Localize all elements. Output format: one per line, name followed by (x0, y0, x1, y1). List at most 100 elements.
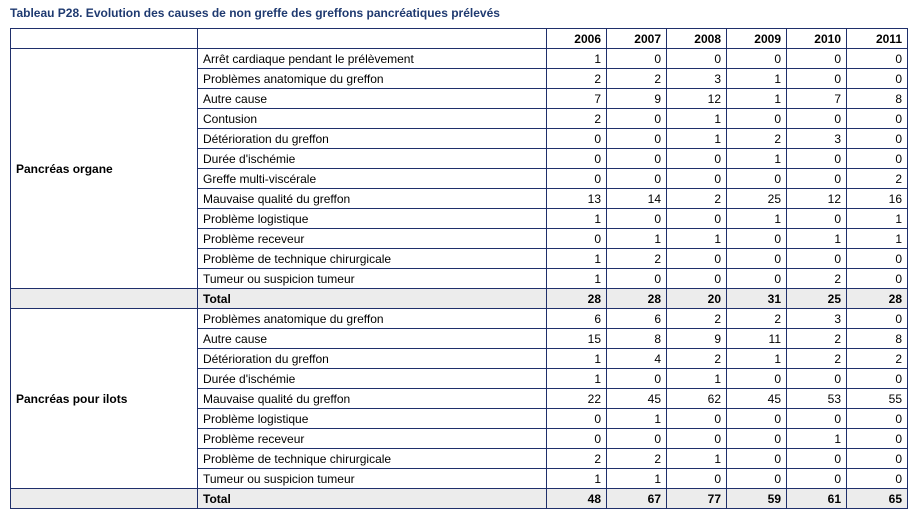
value-cell: 0 (606, 148, 667, 169)
value-cell: 62 (666, 388, 727, 409)
value-cell: 0 (846, 308, 908, 329)
value-cell: 0 (606, 108, 667, 129)
table-row: Greffe multi-viscérale 0 0 0 0 0 2 (11, 168, 908, 189)
cause-cell: Problème logistique (197, 208, 547, 229)
value-cell: 0 (846, 428, 908, 449)
value-cell: 0 (666, 168, 727, 189)
value-cell: 1 (666, 108, 727, 129)
value-cell: 16 (846, 188, 908, 209)
value-cell: 0 (726, 448, 787, 469)
value-cell: 0 (666, 208, 727, 229)
table-body: Pancréas organe Arrêt cardiaque pendant l… (10, 48, 908, 509)
value-cell: 1 (666, 448, 727, 469)
value-cell: 0 (606, 368, 667, 389)
year-header: 2011 (846, 28, 908, 49)
cause-cell: Mauvaise qualité du greffon (197, 188, 547, 209)
value-cell: 15 (546, 328, 607, 349)
value-cell: 1 (726, 348, 787, 369)
value-cell: 1 (606, 468, 667, 489)
value-cell: 0 (786, 468, 847, 489)
value-cell: 0 (546, 228, 607, 249)
cause-cell: Problème de technique chirurgicale (197, 448, 547, 469)
total-value-cell: 67 (606, 488, 667, 509)
cause-cell: Problèmes anatomique du greffon (197, 68, 547, 89)
header-blank-group (10, 28, 198, 49)
value-cell: 6 (606, 308, 667, 329)
total-value-cell: 28 (846, 288, 908, 309)
value-cell: 0 (546, 428, 607, 449)
table-row: Problème receveur 0 1 1 0 1 1 (11, 228, 908, 249)
cause-cell: Tumeur ou suspicion tumeur (197, 268, 547, 289)
value-cell: 9 (666, 328, 727, 349)
value-cell: 2 (546, 68, 607, 89)
value-cell: 2 (666, 188, 727, 209)
value-cell: 0 (726, 408, 787, 429)
total-value-cell: 31 (726, 288, 787, 309)
value-cell: 1 (786, 428, 847, 449)
cause-cell: Détérioration du greffon (197, 348, 547, 369)
cause-cell: Mauvaise qualité du greffon (197, 388, 547, 409)
total-value-cell: 28 (546, 288, 607, 309)
total-value-cell: 20 (666, 288, 727, 309)
value-cell: 2 (786, 268, 847, 289)
value-cell: 1 (606, 408, 667, 429)
value-cell: 0 (846, 148, 908, 169)
value-cell: 0 (546, 168, 607, 189)
cause-cell: Problème logistique (197, 408, 547, 429)
total-value-cell: 59 (726, 488, 787, 509)
total-value-cell: 28 (606, 288, 667, 309)
value-cell: 0 (846, 468, 908, 489)
value-cell: 1 (786, 228, 847, 249)
value-cell: 1 (606, 228, 667, 249)
value-cell: 0 (846, 248, 908, 269)
value-cell: 1 (726, 148, 787, 169)
value-cell: 0 (606, 128, 667, 149)
value-cell: 0 (846, 408, 908, 429)
value-cell: 8 (846, 88, 908, 109)
value-cell: 0 (726, 428, 787, 449)
table-row: Pancréas pour ilots Problèmes anatomique … (10, 308, 908, 489)
value-cell: 0 (846, 108, 908, 129)
value-cell: 3 (786, 308, 847, 329)
group-label: Pancréas organe (10, 48, 198, 289)
cause-cell: Autre cause (197, 328, 547, 349)
value-cell: 1 (546, 48, 607, 69)
value-cell: 1 (666, 128, 727, 149)
value-cell: 0 (846, 68, 908, 89)
value-cell: 0 (546, 128, 607, 149)
group-label: Pancréas pour ilots (10, 308, 198, 489)
value-cell: 1 (546, 468, 607, 489)
total-value-cell: 77 (666, 488, 727, 509)
year-header: 2007 (606, 28, 667, 49)
value-cell: 45 (726, 388, 787, 409)
value-cell: 0 (726, 108, 787, 129)
value-cell: 4 (606, 348, 667, 369)
value-cell: 0 (846, 448, 908, 469)
value-cell: 0 (786, 248, 847, 269)
table-row: Problèmes anatomique du greffon 2 2 3 1 0 0 (11, 68, 908, 89)
value-cell: 2 (846, 168, 908, 189)
value-cell: 2 (786, 328, 847, 349)
value-cell: 3 (666, 68, 727, 89)
value-cell: 1 (846, 208, 908, 229)
total-row: Total 28 28 20 31 25 28 (10, 288, 908, 309)
value-cell: 0 (666, 408, 727, 429)
value-cell: 55 (846, 388, 908, 409)
value-cell: 0 (666, 428, 727, 449)
cause-cell: Problème receveur (197, 228, 547, 249)
value-cell: 0 (606, 428, 667, 449)
year-header: 2008 (666, 28, 727, 49)
value-cell: 1 (546, 208, 607, 229)
value-cell: 45 (606, 388, 667, 409)
cause-cell: Détérioration du greffon (197, 128, 547, 149)
value-cell: 0 (786, 48, 847, 69)
value-cell: 2 (546, 108, 607, 129)
data-table: 2006 2007 2008 2009 2010 2011 Pancréas o… (10, 28, 908, 509)
year-header: 2010 (786, 28, 847, 49)
value-cell: 0 (846, 268, 908, 289)
header-row: 2006 2007 2008 2009 2010 2011 (10, 28, 908, 49)
value-cell: 14 (606, 188, 667, 209)
value-cell: 0 (786, 108, 847, 129)
value-cell: 0 (786, 168, 847, 189)
total-blank-cell (10, 488, 198, 509)
